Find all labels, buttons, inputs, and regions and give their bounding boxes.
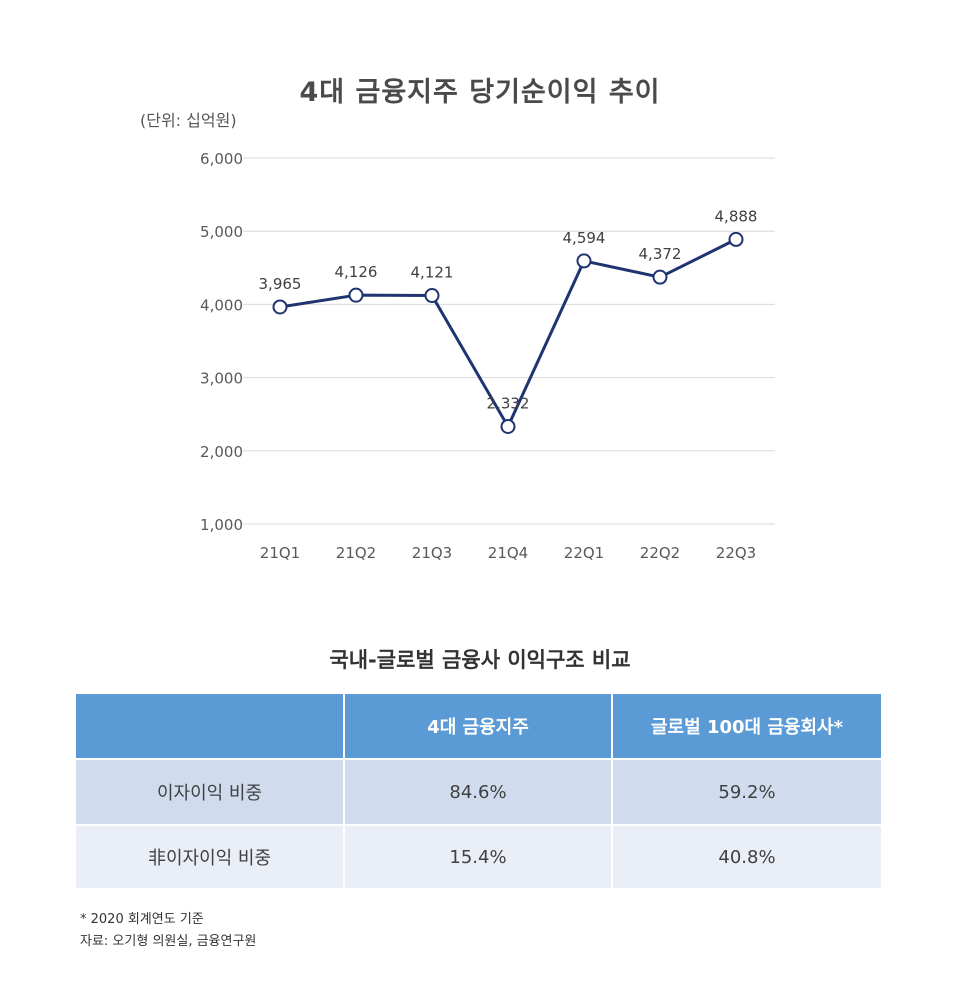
header-global: 글로벌 100대 금융회사* bbox=[612, 694, 881, 760]
footnote-source: 자료: 오기형 의원실, 금융연구원 bbox=[80, 934, 257, 949]
data-point bbox=[424, 288, 440, 304]
cell-value: 40.8% bbox=[612, 825, 881, 890]
data-point bbox=[652, 269, 668, 285]
y-tick-label: 1,000 bbox=[200, 516, 243, 534]
data-label: 4,888 bbox=[715, 207, 758, 225]
data-label: 4,126 bbox=[335, 263, 378, 281]
cell-value: 59.2% bbox=[612, 759, 881, 826]
header-domestic: 4대 금융지주 bbox=[344, 694, 613, 760]
cell-value: 84.6% bbox=[344, 759, 613, 826]
data-label: 4,372 bbox=[639, 245, 682, 263]
table-row: 이자이익 비중 84.6% 59.2% bbox=[76, 759, 881, 826]
header-empty-cell bbox=[76, 694, 345, 760]
unit-label: (단위: 십억원) bbox=[140, 111, 237, 130]
footnote-basis: * 2020 회계연도 기준 bbox=[80, 912, 204, 927]
x-tick-label: 22Q2 bbox=[640, 544, 680, 562]
line-chart: 1,000 2,000 3,000 4,000 5,000 6,000 21Q1 21Q2 21… bbox=[200, 150, 775, 562]
x-tick-label: 21Q3 bbox=[412, 544, 452, 562]
cell-value: 15.4% bbox=[344, 825, 613, 890]
y-tick-label: 2,000 bbox=[200, 443, 243, 461]
y-tick-label: 6,000 bbox=[200, 150, 243, 168]
data-label: 2,332 bbox=[487, 394, 530, 412]
table-row: 非이자이익 비중 15.4% 40.8% bbox=[76, 825, 881, 890]
x-tick-label: 21Q2 bbox=[336, 544, 376, 562]
data-label: 4,121 bbox=[411, 264, 454, 282]
x-tick-label: 21Q1 bbox=[260, 544, 300, 562]
data-label: 4,594 bbox=[563, 229, 606, 247]
row-label: 이자이익 비중 bbox=[76, 759, 345, 826]
y-tick-label: 5,000 bbox=[200, 223, 243, 241]
data-label: 3,965 bbox=[259, 275, 302, 293]
data-point bbox=[576, 253, 592, 269]
data-point bbox=[728, 231, 744, 247]
x-tick-label: 22Q1 bbox=[564, 544, 604, 562]
row-label: 非이자이익 비중 bbox=[76, 825, 345, 890]
y-tick-label: 3,000 bbox=[200, 370, 243, 388]
table-header-row: 4대 금융지주 글로벌 100대 금융회사* bbox=[76, 694, 881, 760]
chart-title: 4대 금융지주 당기순이익 추이 bbox=[299, 77, 661, 108]
data-point bbox=[500, 418, 516, 434]
x-tick-label: 22Q3 bbox=[716, 544, 756, 562]
data-point bbox=[272, 299, 288, 315]
y-tick-label: 4,000 bbox=[200, 296, 243, 314]
x-tick-label: 21Q4 bbox=[488, 544, 528, 562]
data-point bbox=[348, 287, 364, 303]
table-title: 국내-글로벌 금융사 이익구조 비교 bbox=[329, 648, 631, 672]
comparison-table: 4대 금융지주 글로벌 100대 금융회사* 이자이익 비중 84.6% 59.… bbox=[76, 694, 881, 890]
